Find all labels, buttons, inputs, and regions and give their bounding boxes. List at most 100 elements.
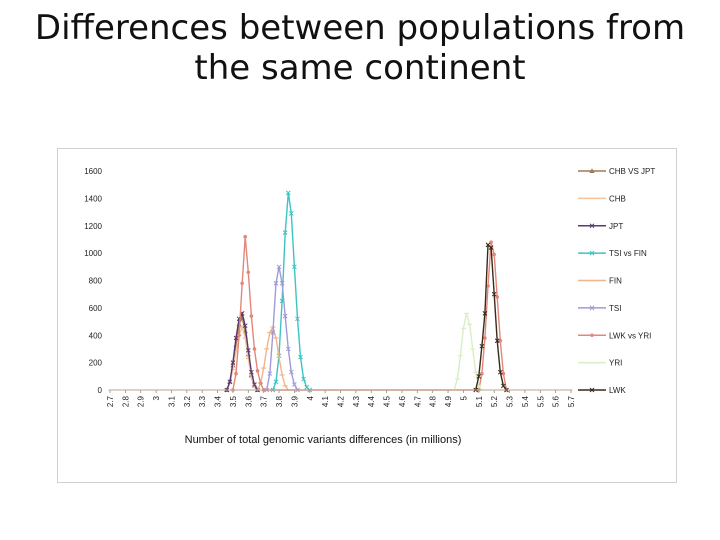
x-marker <box>292 382 297 387</box>
x-tick-label: 4.5 <box>383 395 392 407</box>
circle-marker <box>498 338 503 343</box>
x-marker <box>488 245 494 251</box>
circle-marker <box>495 295 500 299</box>
circle-marker <box>590 333 594 338</box>
x-marker <box>276 264 282 270</box>
legend-label: CHB <box>609 194 626 203</box>
x-tick-label: 5.7 <box>567 395 576 407</box>
series-line-7 <box>453 313 483 391</box>
x-marker <box>288 369 294 375</box>
x-tick-label: 3.2 <box>183 395 192 407</box>
x-marker <box>476 373 482 379</box>
x-tick-label: 5 <box>459 395 468 400</box>
x-tick-label: 3.4 <box>214 395 223 407</box>
legend-label: FIN <box>609 277 622 286</box>
x-marker <box>589 305 595 311</box>
x-tick-label: 4.3 <box>352 395 361 407</box>
x-tick-label: 5.1 <box>475 395 484 407</box>
x-marker <box>282 230 288 235</box>
circle-marker <box>492 252 496 257</box>
x-marker <box>501 383 506 389</box>
x-tick-label: 3.7 <box>260 395 269 407</box>
x-marker <box>288 211 294 216</box>
circle-marker <box>234 371 238 376</box>
x-marker <box>230 360 236 365</box>
slide-title: Differences between populations from the… <box>20 8 700 88</box>
x-marker <box>494 338 500 344</box>
circle-marker <box>258 381 263 385</box>
x-marker <box>285 190 291 196</box>
chart-frame: 0 200 400 600 800 1000 1200 1400 1600 2.7 2.8 2.9 3 3… <box>57 148 677 483</box>
x-tick-label: 2.8 <box>121 395 130 407</box>
circle-marker <box>501 371 506 376</box>
x-tick-label: 3.9 <box>290 395 299 407</box>
y-tick-label: 1000 <box>84 249 102 258</box>
x-marker <box>282 313 288 319</box>
x-marker <box>301 376 306 382</box>
x-marker <box>295 316 300 322</box>
x-marker <box>589 250 595 256</box>
x-marker <box>285 346 291 352</box>
x-marker <box>267 371 273 376</box>
circle-marker <box>489 240 493 244</box>
x-marker <box>292 264 297 270</box>
x-marker <box>497 369 503 375</box>
circle-marker <box>240 281 244 286</box>
x-tick-label: 4.6 <box>398 395 407 407</box>
x-tick-label: 4.8 <box>429 395 438 407</box>
x-marker <box>279 280 285 286</box>
x-tick-label: 5.4 <box>521 395 530 407</box>
slide-title-line-2: the same continent <box>194 48 526 88</box>
y-tick-label: 0 <box>98 386 103 395</box>
circle-marker <box>255 369 260 373</box>
x-marker <box>245 347 251 353</box>
legend-label: CHB VS JPT <box>609 167 655 176</box>
y-tick-label: 200 <box>89 359 103 368</box>
x-tick-label: 3.8 <box>275 395 284 407</box>
y-tick-label: 1600 <box>84 167 102 176</box>
x-marker <box>479 343 485 349</box>
x-tick-label: 5.2 <box>490 395 499 407</box>
legend-label: LWK <box>609 386 626 395</box>
legend-label: TSI <box>609 304 621 313</box>
line-chart: 0 200 400 600 800 1000 1200 1400 1600 2.7 2.8 2.9 3 3… <box>84 167 655 446</box>
x-marker <box>273 280 279 286</box>
legend-label: TSI vs FIN <box>609 249 647 258</box>
x-tick-label: 4.9 <box>444 395 453 407</box>
x-tick-label: 4.2 <box>337 395 346 407</box>
x-tick-label: 4 <box>306 395 315 400</box>
y-tick-label: 1200 <box>84 222 102 231</box>
x-tick-label: 5.5 <box>536 395 545 407</box>
x-marker <box>273 379 279 385</box>
x-tick-label: 3 <box>152 395 161 400</box>
x-tick-label: 4.1 <box>321 395 330 407</box>
x-tick-label: 3.3 <box>198 395 207 407</box>
x-tick-label: 2.9 <box>137 395 146 407</box>
circle-marker <box>249 314 254 318</box>
y-tick-label: 800 <box>89 277 103 286</box>
x-tick-label: 3.6 <box>244 395 253 407</box>
triangle-marker <box>589 168 595 173</box>
circle-marker <box>237 333 241 338</box>
x-marker <box>589 223 595 229</box>
circle-marker <box>246 270 251 275</box>
y-tick-label: 400 <box>89 331 103 340</box>
x-tick-label: 5.6 <box>552 395 561 407</box>
x-marker <box>298 354 303 360</box>
circle-marker <box>480 371 484 376</box>
x-marker <box>227 379 233 385</box>
circle-marker <box>252 347 257 351</box>
x-marker <box>249 369 254 375</box>
x-marker <box>589 387 595 393</box>
y-tick-label: 1400 <box>84 194 102 203</box>
slide-title-line-1: Differences between populations from <box>34 8 686 48</box>
circle-marker <box>243 234 248 239</box>
x-tick-label: 3.5 <box>229 395 238 407</box>
x-axis-title: Number of total genomic variants differe… <box>185 434 462 446</box>
series-line-8 <box>475 243 508 391</box>
x-tick-label: 4.7 <box>413 395 422 407</box>
x-marker <box>491 291 497 297</box>
legend-label: LWK vs YRI <box>609 331 651 340</box>
x-marker <box>482 310 488 316</box>
x-marker <box>242 323 248 329</box>
